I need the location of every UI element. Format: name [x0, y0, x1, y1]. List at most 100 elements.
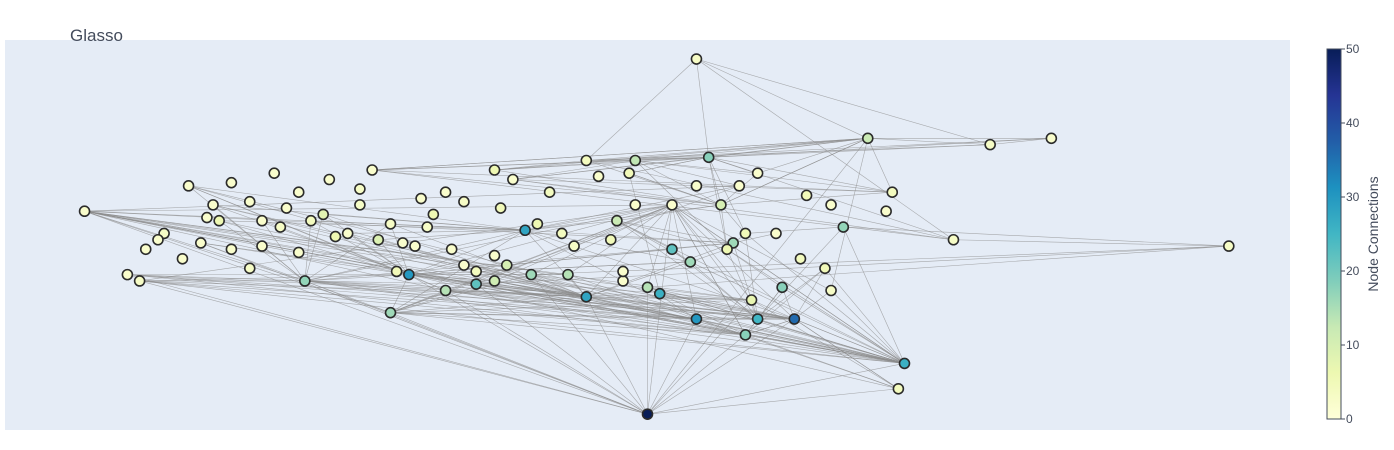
network-node[interactable]: [427, 208, 440, 221]
network-node[interactable]: [488, 275, 501, 287]
network-node[interactable]: [562, 268, 574, 281]
network-node[interactable]: [800, 189, 813, 202]
network-node[interactable]: [825, 284, 837, 297]
network-node[interactable]: [702, 151, 715, 164]
network-node[interactable]: [305, 214, 317, 227]
network-node[interactable]: [580, 154, 593, 167]
network-node[interactable]: [396, 237, 409, 249]
network-node[interactable]: [1223, 240, 1235, 252]
network-node[interactable]: [770, 227, 782, 240]
network-node[interactable]: [274, 221, 287, 233]
network-node[interactable]: [880, 205, 892, 218]
network-node[interactable]: [886, 186, 899, 198]
network-node[interactable]: [225, 176, 238, 189]
network-node[interactable]: [384, 306, 397, 319]
network-node[interactable]: [201, 211, 213, 224]
network-node[interactable]: [507, 173, 519, 186]
network-node[interactable]: [525, 268, 538, 281]
network-node[interactable]: [243, 262, 256, 275]
network-node[interactable]: [280, 202, 293, 214]
network-node[interactable]: [592, 170, 605, 183]
network-node[interactable]: [366, 164, 378, 176]
network-node[interactable]: [488, 164, 501, 176]
network-node[interactable]: [617, 265, 629, 278]
network-node[interactable]: [439, 284, 452, 297]
network-node[interactable]: [580, 291, 593, 303]
network-node[interactable]: [666, 199, 678, 211]
network-node[interactable]: [458, 259, 470, 271]
network-node[interactable]: [733, 180, 746, 192]
network-node[interactable]: [641, 408, 654, 420]
network-node[interactable]: [176, 252, 189, 265]
network-node[interactable]: [776, 281, 788, 294]
network-node[interactable]: [751, 313, 764, 325]
network-node[interactable]: [213, 214, 225, 227]
network-node[interactable]: [751, 167, 764, 179]
network-node[interactable]: [543, 186, 556, 198]
network-node[interactable]: [384, 218, 397, 230]
network-node[interactable]: [629, 199, 642, 211]
network-node[interactable]: [323, 173, 336, 186]
network-node[interactable]: [721, 243, 733, 256]
network-node[interactable]: [445, 243, 458, 256]
network-node[interactable]: [329, 230, 342, 243]
network-node[interactable]: [837, 221, 850, 233]
network-node[interactable]: [354, 199, 366, 211]
network-node[interactable]: [500, 259, 513, 271]
network-node[interactable]: [133, 275, 146, 287]
network-node[interactable]: [604, 233, 617, 246]
network-node[interactable]: [354, 183, 366, 195]
network-node[interactable]: [892, 382, 905, 395]
network-node[interactable]: [268, 167, 281, 179]
network-node[interactable]: [403, 268, 415, 281]
network-node[interactable]: [629, 154, 642, 167]
network-node[interactable]: [317, 208, 329, 221]
network-node[interactable]: [409, 240, 421, 252]
network-node[interactable]: [690, 180, 703, 192]
network-node[interactable]: [556, 227, 568, 240]
network-node[interactable]: [519, 224, 531, 237]
network-node[interactable]: [623, 167, 635, 179]
network-node[interactable]: [182, 180, 195, 192]
network-node[interactable]: [794, 252, 807, 265]
network-node[interactable]: [390, 265, 403, 278]
network-node[interactable]: [653, 287, 666, 300]
network-node[interactable]: [195, 237, 207, 249]
network-node[interactable]: [225, 243, 238, 256]
network-node[interactable]: [207, 199, 219, 211]
network-node[interactable]: [684, 256, 697, 268]
network-node[interactable]: [745, 294, 758, 306]
network-node[interactable]: [984, 138, 996, 151]
network-node[interactable]: [819, 262, 831, 275]
network-node[interactable]: [372, 233, 385, 246]
network-node[interactable]: [739, 227, 752, 240]
network-node[interactable]: [439, 186, 452, 198]
network-node[interactable]: [666, 243, 678, 256]
network-node[interactable]: [690, 53, 703, 65]
network-node[interactable]: [470, 278, 482, 290]
network-node[interactable]: [292, 246, 305, 259]
network-node[interactable]: [617, 275, 629, 287]
network-node[interactable]: [299, 275, 311, 287]
network-node[interactable]: [531, 218, 544, 230]
network-node[interactable]: [415, 192, 427, 205]
network-node[interactable]: [152, 233, 164, 246]
network-node[interactable]: [458, 195, 470, 208]
network-node[interactable]: [243, 195, 256, 208]
network-node[interactable]: [121, 268, 134, 281]
network-node[interactable]: [788, 313, 801, 325]
network-node[interactable]: [341, 227, 354, 240]
network-node[interactable]: [1045, 132, 1058, 145]
network-node[interactable]: [78, 205, 91, 218]
network-node[interactable]: [292, 186, 305, 198]
network-node[interactable]: [739, 329, 752, 341]
network-node[interactable]: [641, 281, 654, 294]
network-node[interactable]: [861, 132, 874, 145]
network-node[interactable]: [421, 221, 434, 233]
network-node[interactable]: [256, 240, 268, 252]
network-node[interactable]: [715, 199, 727, 211]
network-node[interactable]: [825, 199, 837, 211]
network-node[interactable]: [690, 313, 703, 325]
network-node[interactable]: [898, 357, 911, 370]
network-node[interactable]: [470, 265, 482, 278]
